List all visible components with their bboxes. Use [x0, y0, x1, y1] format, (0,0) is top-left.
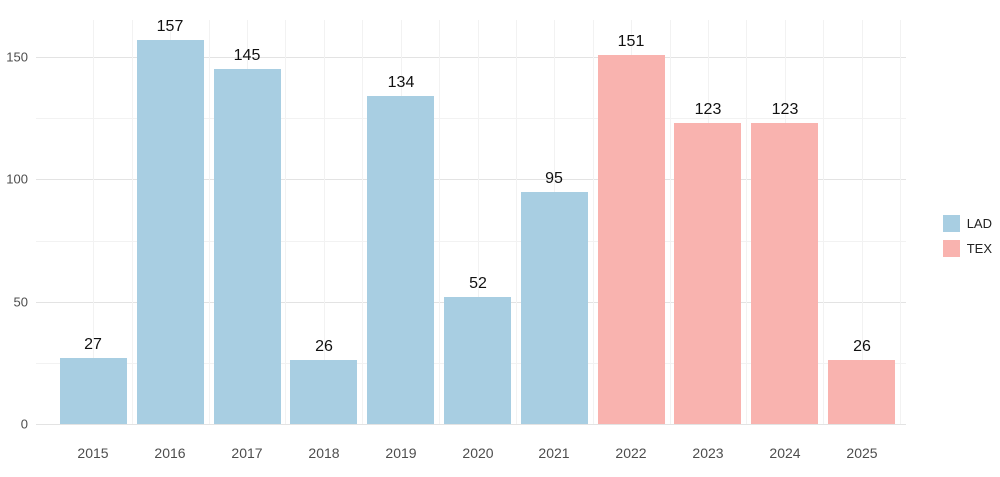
- x-tick-label: 2016: [154, 445, 186, 461]
- vertical-gridline-minor: [900, 20, 901, 424]
- vertical-gridline-minor: [132, 20, 133, 424]
- bar: [214, 69, 281, 424]
- bar: [290, 360, 357, 424]
- x-tick-label: 2025: [846, 445, 878, 461]
- vertical-gridline-minor: [439, 20, 440, 424]
- legend: LAD TEX: [942, 215, 992, 257]
- vertical-gridline: [93, 20, 94, 424]
- bar: [444, 297, 511, 424]
- bar: [674, 123, 741, 424]
- x-tick-label: 2015: [77, 445, 109, 461]
- bar: [521, 192, 588, 424]
- bar: [367, 96, 434, 424]
- vertical-gridline-minor: [516, 20, 517, 424]
- bar-value-label: 151: [617, 33, 645, 50]
- minor-gridline: [36, 241, 906, 242]
- legend-item-tex: TEX: [942, 240, 992, 257]
- x-tick-label: 2021: [538, 445, 570, 461]
- x-tick-label: 2018: [308, 445, 340, 461]
- vertical-gridline-minor: [823, 20, 824, 424]
- x-tick-label: 2023: [692, 445, 724, 461]
- x-tick-label: 2022: [615, 445, 647, 461]
- legend-swatch-lad: [942, 215, 960, 232]
- bar: [751, 123, 818, 424]
- bar: [828, 360, 895, 424]
- bar: [137, 40, 204, 424]
- legend-label-tex: TEX: [966, 241, 992, 256]
- bar-value-label: 123: [771, 101, 799, 118]
- major-gridline: [36, 57, 906, 58]
- major-gridline: [36, 179, 906, 180]
- x-tick-label: 2020: [462, 445, 494, 461]
- legend-swatch-tex: [942, 240, 960, 257]
- bar-value-label: 134: [387, 74, 415, 91]
- vertical-gridline: [862, 20, 863, 424]
- x-tick-label: 2024: [769, 445, 801, 461]
- major-gridline: [36, 424, 906, 425]
- bar-value-label: 52: [469, 275, 487, 292]
- vertical-gridline-minor: [209, 20, 210, 424]
- y-tick-label: 150: [6, 49, 28, 65]
- vertical-gridline-minor: [746, 20, 747, 424]
- bar: [598, 55, 665, 424]
- bar-value-label: 157: [156, 18, 184, 35]
- bar-value-label: 26: [853, 338, 871, 355]
- y-tick-label: 0: [20, 416, 28, 432]
- legend-label-lad: LAD: [966, 216, 992, 231]
- vertical-gridline-minor: [670, 20, 671, 424]
- vertical-gridline: [324, 20, 325, 424]
- y-tick-label: 100: [6, 171, 28, 187]
- x-tick-label: 2019: [385, 445, 417, 461]
- vertical-gridline-minor: [362, 20, 363, 424]
- vertical-gridline-minor: [285, 20, 286, 424]
- minor-gridline: [36, 118, 906, 119]
- bar: [60, 358, 127, 424]
- y-tick-label: 50: [13, 294, 28, 310]
- bar-value-label: 26: [315, 338, 333, 355]
- bar-value-label: 95: [545, 170, 563, 187]
- vertical-gridline: [478, 20, 479, 424]
- x-tick-label: 2017: [231, 445, 263, 461]
- bar-value-label: 123: [694, 101, 722, 118]
- bar-value-label: 145: [233, 47, 261, 64]
- bar-value-label: 27: [84, 336, 102, 353]
- legend-item-lad: LAD: [942, 215, 992, 232]
- vertical-gridline-minor: [593, 20, 594, 424]
